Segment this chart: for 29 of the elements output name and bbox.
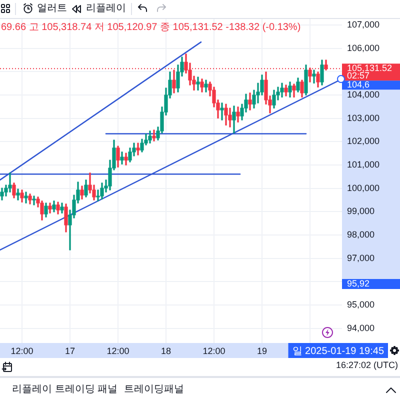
annotation: 69.66 고 105,318.74 저 105,120.97 종 105,131.52 -138.32 (-0.13%) — [1, 22, 301, 34]
x-tick-label: 12:00 — [106, 346, 130, 356]
y-tick-label: 97,000 — [347, 252, 375, 263]
y-tick-label: 95,000 — [347, 299, 375, 310]
y-tick-label: 100,000 — [347, 182, 380, 193]
y-tick-label: 99,000 — [347, 206, 375, 216]
y-tick-label: 106,000 — [347, 42, 380, 53]
y-tick-label: 101,000 — [347, 160, 380, 170]
text: 트레이딩패널 — [124, 384, 184, 396]
text: 일 2025-01-19 19:45 — [292, 346, 384, 357]
x-tick-label: 19 — [256, 346, 268, 356]
x-tick-label: 12:00 — [10, 346, 34, 356]
text: 리플레이 트레이딩 패널 — [12, 384, 118, 396]
y-tick-label: 103,000 — [347, 112, 380, 123]
y-tick-label: 107,000 — [347, 20, 380, 30]
text: 리플레이 — [86, 3, 126, 15]
x-tick-label: 17 — [64, 346, 76, 356]
text: 95,92 — [347, 278, 370, 288]
text: 104,6 — [347, 80, 370, 90]
text: 16:27:02 (UTC) — [336, 359, 398, 371]
x-tick-label: 12:00 — [202, 346, 226, 356]
y-tick-label: 102,000 — [347, 136, 380, 146]
text: 얼러트 — [37, 3, 67, 15]
y-tick-label: 104,000 — [347, 90, 380, 100]
text: 02:57 — [347, 70, 370, 81]
y-tick-label: 94,000 — [347, 322, 375, 333]
x-tick-label: 18 — [160, 346, 172, 356]
ref-line-label: 105,131.52 — [347, 63, 392, 74]
y-tick-label: 98,000 — [347, 229, 375, 240]
